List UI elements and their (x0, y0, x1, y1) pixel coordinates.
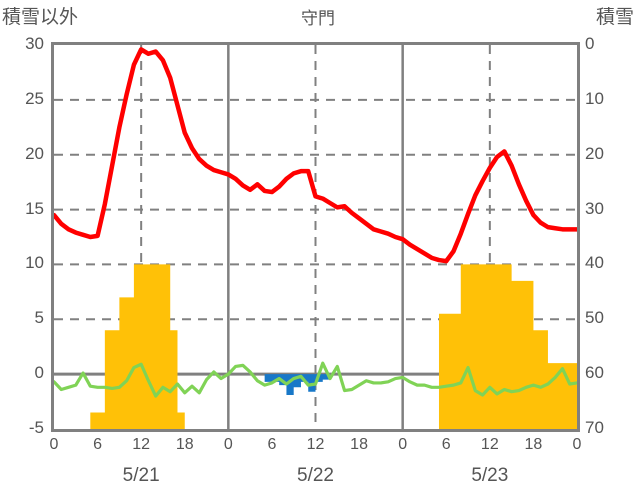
x-tick: 18 (175, 436, 194, 453)
snow-depth-bars (90, 264, 577, 429)
x-tick: 12 (480, 436, 499, 453)
x-tick: 6 (267, 436, 277, 453)
temperature-line (54, 47, 577, 264)
wind-line (54, 361, 577, 398)
day-label: 5/21 (122, 465, 160, 486)
x-tick: 0 (49, 436, 59, 453)
plot-area (51, 42, 580, 432)
x-tick: 0 (398, 436, 408, 453)
left-axis-title: 積雪以外 (2, 7, 79, 28)
x-tick: 0 (223, 436, 233, 453)
x-tick: 12 (306, 436, 325, 453)
x-tick: 18 (524, 436, 543, 453)
x-tick: 12 (132, 436, 151, 453)
day-label: 5/22 (297, 465, 334, 486)
page-title: 守門 (301, 9, 335, 28)
x-tick: 18 (350, 436, 368, 453)
y-tick-left: 30 (25, 34, 44, 53)
x-tick: 6 (93, 436, 103, 453)
y-tick-right: 10 (585, 88, 604, 108)
y-tick-right: 60 (585, 363, 604, 383)
x-tick: 6 (441, 436, 451, 453)
y-tick-left: 20 (25, 143, 44, 163)
day-label: 5/23 (471, 465, 509, 486)
y-tick-right: 30 (585, 198, 604, 218)
plot-inner (54, 45, 577, 429)
y-tick-right: 70 (585, 418, 604, 437)
y-tick-left: 0 (34, 363, 44, 383)
y-tick-left: 10 (25, 253, 44, 273)
y-tick-right: 20 (585, 143, 604, 163)
y-tick-left: 25 (25, 88, 44, 108)
y-tick-left: -5 (28, 418, 44, 437)
y-tick-left: 5 (34, 308, 44, 328)
y-tick-right: 50 (585, 308, 604, 328)
x-tick: 0 (572, 436, 582, 453)
y-tick-left: 15 (25, 198, 44, 218)
y-tick-right: 40 (585, 253, 604, 273)
right-axis-title: 積雪 (595, 7, 634, 28)
chart-svg (54, 45, 577, 429)
y-tick-right: 0 (585, 34, 595, 53)
